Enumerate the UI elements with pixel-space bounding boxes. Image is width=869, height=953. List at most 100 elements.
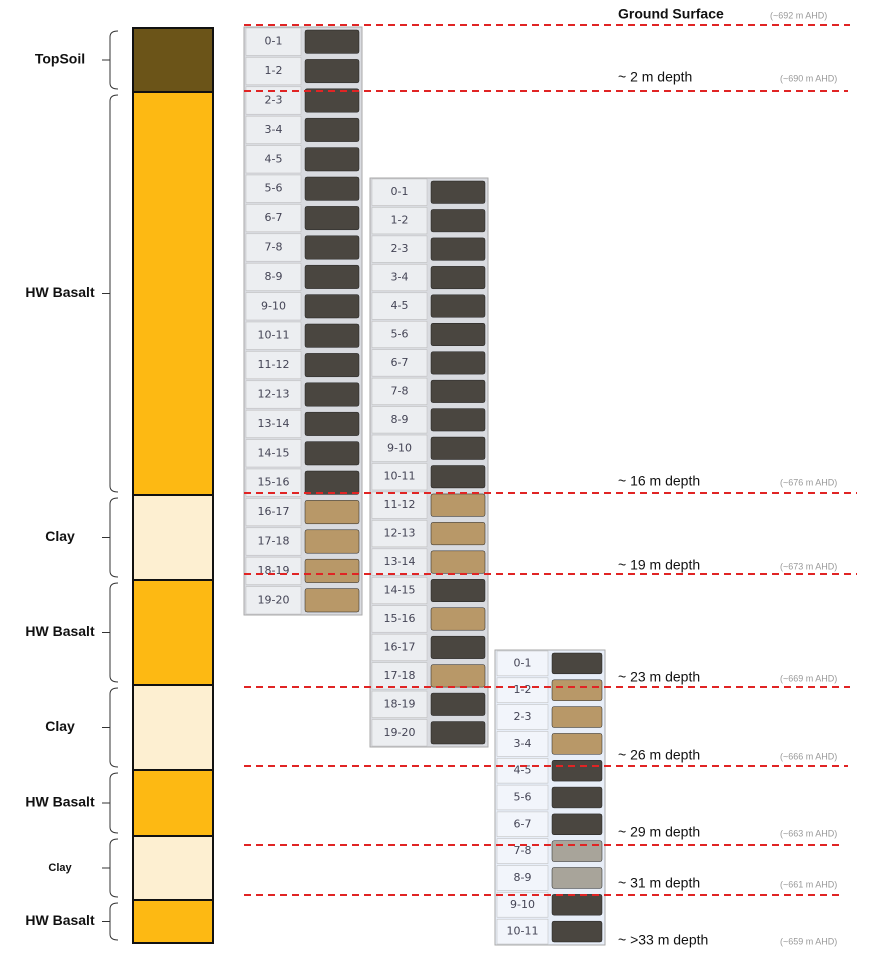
core-sample xyxy=(551,733,603,755)
core-sample xyxy=(304,441,360,466)
core-sample xyxy=(304,529,360,554)
label-cell xyxy=(245,586,302,615)
elevation-label: (~690 m AHD) xyxy=(780,73,837,83)
label-cell xyxy=(371,633,428,661)
label-cell xyxy=(496,784,549,811)
core-label: 2-3 xyxy=(391,242,409,255)
core-sample xyxy=(430,379,486,403)
label-cell xyxy=(496,838,549,864)
core-sample xyxy=(430,209,486,233)
layer-label: TopSoil xyxy=(35,51,85,67)
layer-label: HW Basalt xyxy=(25,912,95,928)
core-label: 7-8 xyxy=(265,241,283,254)
depth-label: ~ >33 m depth xyxy=(618,932,708,948)
core-sample xyxy=(304,206,360,231)
core-tray xyxy=(243,26,363,616)
label-cell xyxy=(245,527,302,556)
core-label: 1-2 xyxy=(514,683,532,696)
label-cell xyxy=(496,677,549,703)
label-cell xyxy=(496,650,549,677)
label-cell xyxy=(371,178,428,206)
label-cell xyxy=(371,235,428,263)
label-cell xyxy=(371,434,428,462)
core-label: 10-11 xyxy=(384,470,416,483)
layer-label: Clay xyxy=(48,862,72,874)
core-sample xyxy=(551,786,603,809)
core-sample xyxy=(304,382,360,407)
core-sample xyxy=(430,550,486,574)
core-label: 14-15 xyxy=(258,446,290,459)
core-sample xyxy=(430,237,486,261)
core-sample xyxy=(304,323,360,348)
core-sample xyxy=(551,652,603,675)
core-label: 16-17 xyxy=(258,505,290,518)
label-cell xyxy=(245,27,302,56)
core-sample xyxy=(430,721,486,745)
label-cell xyxy=(496,892,549,918)
core-sample xyxy=(304,88,360,113)
label-cell xyxy=(245,468,302,497)
label-cell xyxy=(496,811,549,837)
core-sample xyxy=(430,579,486,602)
core-sample xyxy=(304,294,360,319)
core-label: 8-9 xyxy=(265,270,283,283)
label-cell xyxy=(245,57,302,86)
core-label: 9-10 xyxy=(387,441,412,454)
label-cell xyxy=(245,145,302,174)
label-cell xyxy=(371,491,428,519)
core-sample xyxy=(304,470,360,495)
core-label: 4-5 xyxy=(265,152,283,165)
label-cell xyxy=(371,520,428,548)
elevation-label: (~663 m AHD) xyxy=(780,828,837,838)
core-label: 7-8 xyxy=(391,384,409,397)
core-sample xyxy=(304,353,360,378)
depth-label: ~ 2 m depth xyxy=(618,69,692,85)
depth-label: ~ 31 m depth xyxy=(618,875,700,891)
label-cell xyxy=(371,605,428,633)
label-cell xyxy=(245,262,302,291)
label-cell xyxy=(371,292,428,320)
label-cell xyxy=(496,758,549,784)
core-sample xyxy=(304,588,360,613)
layer xyxy=(132,27,214,93)
core-sample xyxy=(430,436,486,460)
depth-label: ~ 29 m depth xyxy=(618,824,700,840)
label-cell xyxy=(371,321,428,348)
elevation-label: (~666 m AHD) xyxy=(780,751,837,761)
core-sample xyxy=(430,607,486,631)
label-cell xyxy=(245,556,302,585)
core-sample xyxy=(551,813,603,835)
core-label: 6-7 xyxy=(265,211,283,224)
core-label: 1-2 xyxy=(391,214,409,227)
depth-label: Ground Surface xyxy=(618,6,724,22)
layer xyxy=(132,769,214,837)
core-sample xyxy=(430,664,486,688)
core-label: 9-10 xyxy=(261,299,286,312)
elevation-label: (~692 m AHD) xyxy=(770,10,827,20)
core-sample xyxy=(430,522,486,546)
label-cell xyxy=(371,207,428,235)
label-cell xyxy=(371,548,428,576)
core-sample xyxy=(551,867,603,889)
bracket xyxy=(102,772,119,834)
core-label: 8-9 xyxy=(391,413,409,426)
core-sample xyxy=(551,706,603,728)
core-sample xyxy=(304,147,360,172)
core-sample xyxy=(430,323,486,346)
core-label: 14-15 xyxy=(384,584,416,597)
core-label: 12-13 xyxy=(258,388,290,401)
core-label: 8-9 xyxy=(514,871,532,884)
core-label: 0-1 xyxy=(514,656,532,669)
bracket xyxy=(102,582,119,683)
core-sample xyxy=(430,351,486,375)
core-label: 11-12 xyxy=(258,358,290,371)
core-sample xyxy=(304,176,360,201)
core-label: 10-11 xyxy=(507,925,539,938)
core-label: 1-2 xyxy=(265,64,283,77)
core-label: 16-17 xyxy=(384,640,416,653)
core-sample xyxy=(304,411,360,436)
core-label: 15-16 xyxy=(384,612,416,625)
elevation-label: (~659 m AHD) xyxy=(780,936,837,946)
core-sample xyxy=(551,894,603,916)
